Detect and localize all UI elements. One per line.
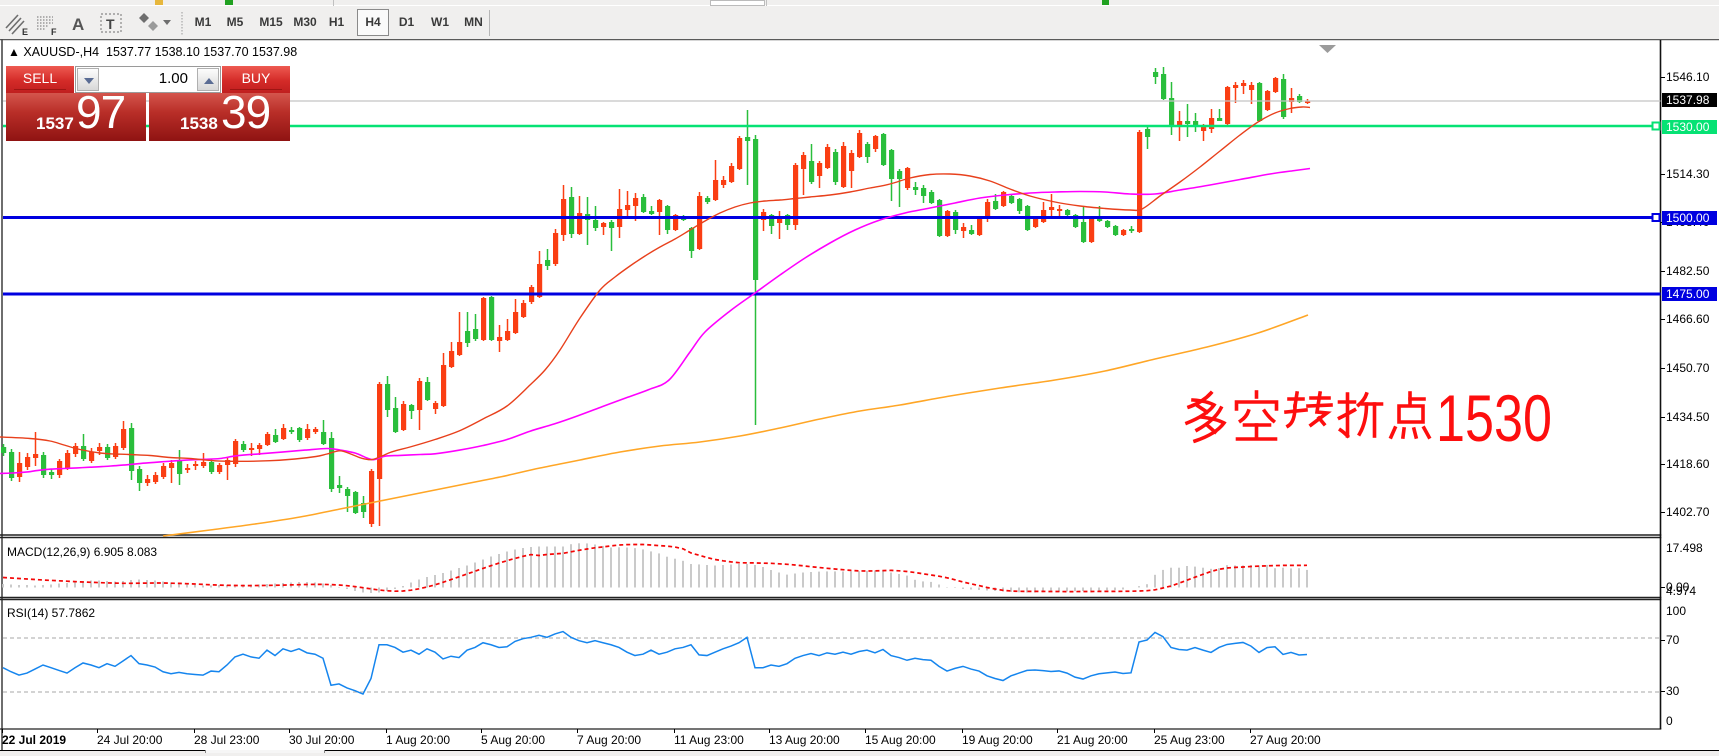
svg-text:E: E	[22, 27, 28, 37]
svg-text:1530: 1530	[1436, 381, 1552, 455]
svg-text:A: A	[72, 15, 84, 34]
svg-text:F: F	[51, 27, 57, 37]
svg-text:T: T	[106, 16, 115, 32]
